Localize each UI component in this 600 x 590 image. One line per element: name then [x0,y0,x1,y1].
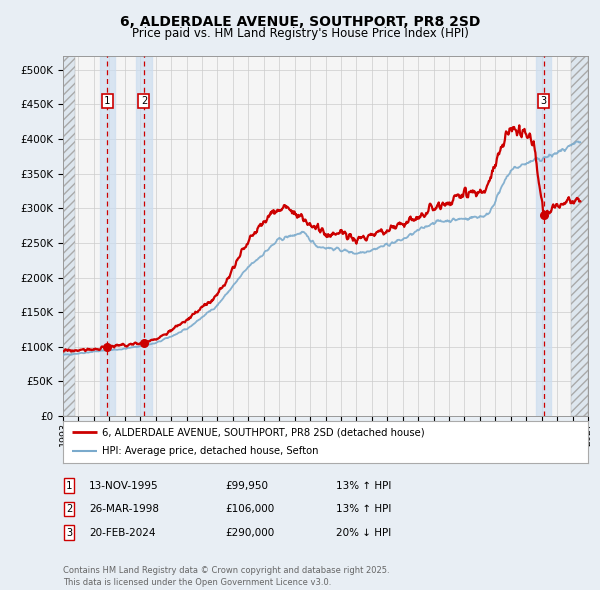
Bar [136,56,152,416]
Text: 13-NOV-1995: 13-NOV-1995 [89,481,158,490]
Bar [100,56,115,416]
Text: 13% ↑ HPI: 13% ↑ HPI [336,504,391,514]
Text: 1: 1 [104,96,110,106]
Text: HPI: Average price, detached house, Sefton: HPI: Average price, detached house, Seft… [103,446,319,456]
Text: Contains HM Land Registry data © Crown copyright and database right 2025.
This d: Contains HM Land Registry data © Crown c… [63,566,389,587]
Text: 20% ↓ HPI: 20% ↓ HPI [336,528,391,537]
Text: 2: 2 [66,504,72,514]
Text: 6, ALDERDALE AVENUE, SOUTHPORT, PR8 2SD (detached house): 6, ALDERDALE AVENUE, SOUTHPORT, PR8 2SD … [103,427,425,437]
Text: 26-MAR-1998: 26-MAR-1998 [89,504,159,514]
Text: 20-FEB-2024: 20-FEB-2024 [89,528,155,537]
Bar [571,56,588,416]
Text: £290,000: £290,000 [225,528,274,537]
Text: Price paid vs. HM Land Registry's House Price Index (HPI): Price paid vs. HM Land Registry's House … [131,27,469,40]
Text: 3: 3 [541,96,547,106]
Text: £99,950: £99,950 [225,481,268,490]
Bar [536,56,551,416]
Text: 2: 2 [141,96,147,106]
Text: 1: 1 [66,481,72,490]
Text: £106,000: £106,000 [225,504,274,514]
Text: 6, ALDERDALE AVENUE, SOUTHPORT, PR8 2SD: 6, ALDERDALE AVENUE, SOUTHPORT, PR8 2SD [120,15,480,29]
Text: 13% ↑ HPI: 13% ↑ HPI [336,481,391,490]
Bar [63,56,76,416]
Text: 3: 3 [66,528,72,537]
